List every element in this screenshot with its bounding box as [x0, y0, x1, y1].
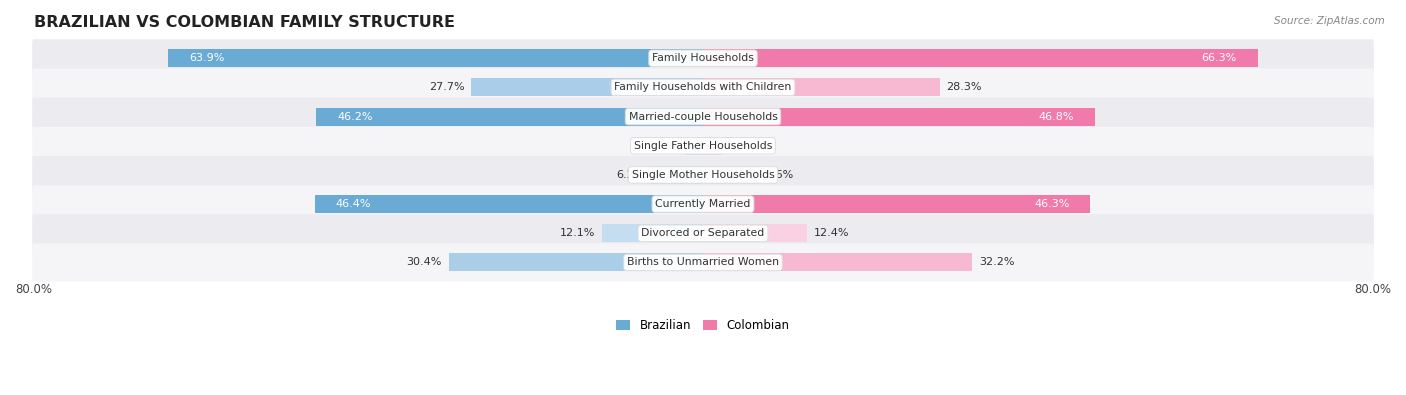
FancyBboxPatch shape — [32, 243, 1374, 281]
Text: 27.7%: 27.7% — [429, 83, 464, 92]
Text: Family Households with Children: Family Households with Children — [614, 83, 792, 92]
FancyBboxPatch shape — [32, 39, 1374, 77]
Bar — [315, 195, 703, 213]
Text: 46.3%: 46.3% — [1035, 199, 1070, 209]
Text: Married-couple Households: Married-couple Households — [628, 112, 778, 122]
Text: 32.2%: 32.2% — [979, 258, 1015, 267]
Bar — [703, 224, 807, 242]
Bar — [703, 107, 1095, 126]
Bar — [703, 137, 723, 155]
FancyBboxPatch shape — [32, 185, 1374, 223]
Legend: Brazilian, Colombian: Brazilian, Colombian — [612, 314, 794, 337]
FancyBboxPatch shape — [32, 68, 1374, 106]
Text: Single Father Households: Single Father Households — [634, 141, 772, 151]
Bar — [703, 78, 939, 96]
Text: 2.2%: 2.2% — [650, 141, 678, 151]
Bar — [471, 78, 703, 96]
FancyBboxPatch shape — [32, 127, 1374, 165]
Text: Single Mother Households: Single Mother Households — [631, 170, 775, 180]
Text: 30.4%: 30.4% — [406, 258, 441, 267]
FancyBboxPatch shape — [32, 98, 1374, 135]
Bar — [685, 137, 703, 155]
Text: BRAZILIAN VS COLOMBIAN FAMILY STRUCTURE: BRAZILIAN VS COLOMBIAN FAMILY STRUCTURE — [34, 15, 454, 30]
Text: Family Households: Family Households — [652, 53, 754, 63]
Text: Currently Married: Currently Married — [655, 199, 751, 209]
Bar — [602, 224, 703, 242]
Bar — [449, 254, 703, 271]
FancyBboxPatch shape — [32, 214, 1374, 252]
Text: 12.1%: 12.1% — [560, 228, 595, 238]
Bar — [703, 166, 758, 184]
FancyBboxPatch shape — [32, 156, 1374, 194]
Text: Births to Unmarried Women: Births to Unmarried Women — [627, 258, 779, 267]
Text: 28.3%: 28.3% — [946, 83, 981, 92]
Text: 6.2%: 6.2% — [616, 170, 644, 180]
Bar — [651, 166, 703, 184]
Bar — [169, 49, 703, 67]
Text: 2.3%: 2.3% — [728, 141, 758, 151]
Text: 6.6%: 6.6% — [765, 170, 793, 180]
Text: Divorced or Separated: Divorced or Separated — [641, 228, 765, 238]
Text: 46.8%: 46.8% — [1038, 112, 1074, 122]
Text: 46.4%: 46.4% — [336, 199, 371, 209]
Bar — [703, 195, 1091, 213]
Text: 12.4%: 12.4% — [814, 228, 849, 238]
Bar — [703, 49, 1258, 67]
Text: Source: ZipAtlas.com: Source: ZipAtlas.com — [1274, 16, 1385, 26]
Text: 63.9%: 63.9% — [190, 53, 225, 63]
Text: 46.2%: 46.2% — [337, 112, 373, 122]
Text: 66.3%: 66.3% — [1202, 53, 1237, 63]
Bar — [316, 107, 703, 126]
Bar — [703, 254, 973, 271]
